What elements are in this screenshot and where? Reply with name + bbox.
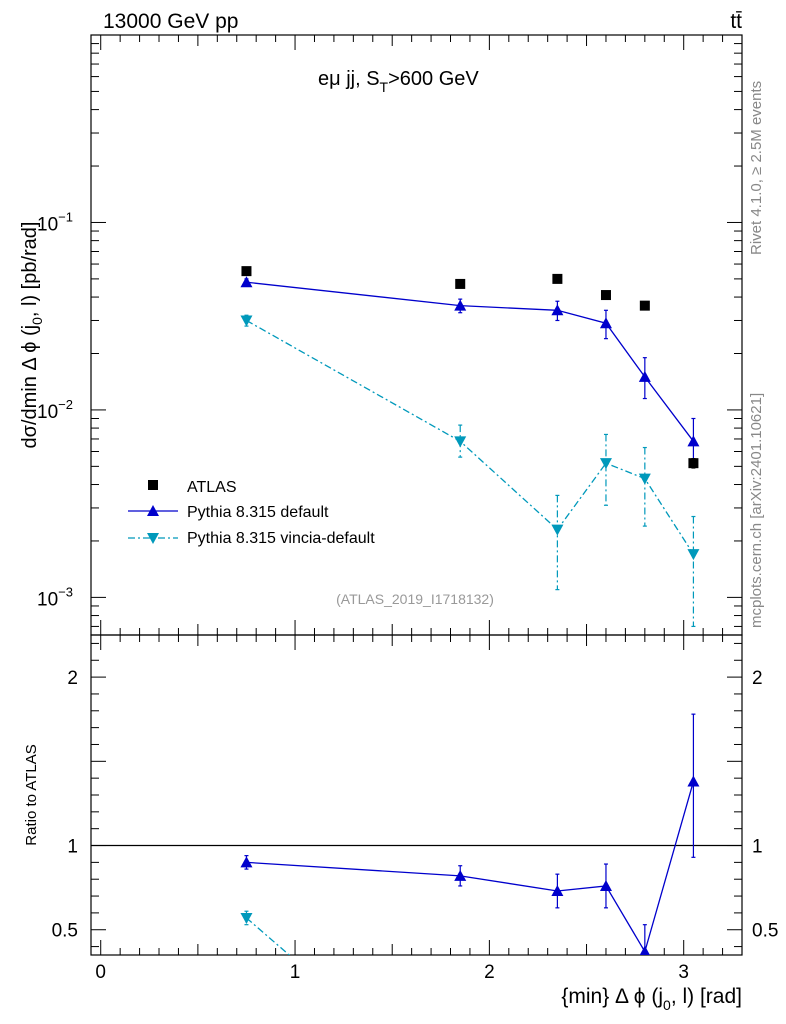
ratio-y-axis-title: Ratio to ATLAS <box>23 744 40 845</box>
ratio-y-tick-label-left: 1 <box>67 837 78 858</box>
main-default-point <box>551 304 564 316</box>
main-vincia-point <box>599 458 612 470</box>
ratio-vincia-line <box>246 917 291 955</box>
main-vincia-point <box>454 436 467 448</box>
main-vincia-point <box>240 315 253 327</box>
main-y-axis-title: dσ/dmin Δ ϕ (j0, l) [pb/rad] <box>19 221 45 448</box>
xlabel-part2: , l) [rad] <box>671 985 742 1008</box>
ratio-default-point <box>639 945 650 955</box>
ratio-y-tick-label-left: 2 <box>67 668 78 689</box>
x-tick-label: 1 <box>290 962 301 983</box>
x-tick-label: 2 <box>484 962 495 983</box>
chart-title-sub: T <box>380 79 389 95</box>
main-series-layer <box>240 266 700 628</box>
ratio-default-point <box>240 856 253 868</box>
main-default-point <box>599 317 612 329</box>
analysis-id-label: (ATLAS_2019_I1718132) <box>336 591 494 607</box>
xlabel-part1: {min} Δ ϕ (j <box>561 985 663 1008</box>
ratio-vincia-point <box>240 912 253 924</box>
main-y-tick-labels: 10−1 10−2 10−3 <box>37 209 73 610</box>
x-tick-label: 3 <box>678 962 689 983</box>
main-data-point <box>600 290 611 301</box>
ratio-y-axis-ticks <box>91 642 742 948</box>
ratio-y-tick-label-left: 0.5 <box>52 921 78 942</box>
ratio-y-tick-labels: 0.5 0.5 1 1 2 2 <box>52 668 779 942</box>
main-data-point <box>552 273 563 284</box>
main-data-point <box>688 458 699 469</box>
process-label: tt̄ <box>730 10 742 33</box>
main-vincia-line <box>246 319 694 555</box>
ratio-plot-frame <box>90 634 743 956</box>
ratio-default-line <box>246 781 695 954</box>
legend-marker-default <box>147 505 159 516</box>
main-vincia-point <box>551 524 564 536</box>
ratio-default-point <box>551 885 564 896</box>
ylabel-part2: , l) [pb/rad] <box>19 221 41 317</box>
main-default-line <box>246 281 694 442</box>
y-tick-label: 10−3 <box>37 584 73 610</box>
ratio-y-tick-label-right: 0.5 <box>752 921 778 942</box>
chart-title: eμ jj, ST>600 GeV <box>318 68 479 95</box>
ratio-default-point <box>687 775 700 787</box>
main-data-point <box>241 266 252 277</box>
main-default-point <box>638 370 651 382</box>
rivet-version-label: Rivet 4.1.0, ≥ 2.5M events <box>748 81 765 255</box>
ylabel-part1: dσ/dmin Δ ϕ (j <box>19 325 41 449</box>
x-axis-title: {min} Δ ϕ (j0, l) [rad] <box>561 985 742 1013</box>
legend-marker-vincia <box>147 533 159 544</box>
ratio-default-point <box>454 869 467 881</box>
legend: ATLAS Pythia 8.315 default Pythia 8.315 … <box>128 479 375 547</box>
ratio-x-axis-ticks <box>100 635 724 955</box>
legend-marker-atlas <box>148 480 158 490</box>
ratio-default-point <box>599 879 612 891</box>
chart-title-prefix: eμ jj, S <box>318 68 380 90</box>
main-default-point <box>240 276 253 288</box>
main-vincia-point <box>687 549 700 561</box>
y-tick-label: 10−2 <box>37 397 73 423</box>
ylabel-sub: 0 <box>29 317 45 325</box>
main-default-point <box>687 435 700 447</box>
main-x-axis-ticks <box>100 35 724 635</box>
main-vincia-point <box>638 473 651 485</box>
ratio-series-layer <box>91 713 742 955</box>
legend-label-default: Pythia 8.315 default <box>187 504 329 521</box>
y-tick-label: 10−1 <box>37 209 73 235</box>
main-data-point <box>455 278 466 289</box>
ratio-y-tick-label-right: 2 <box>752 668 763 689</box>
chart-title-suffix: >600 GeV <box>388 68 479 90</box>
ratio-x-tick-labels: 0 1 2 3 <box>95 962 689 983</box>
xlabel-sub: 0 <box>663 997 671 1013</box>
source-label: mcplots.cern.ch [arXiv:2401.10621] <box>748 393 765 628</box>
main-data-point <box>639 300 650 311</box>
ratio-y-tick-label-right: 1 <box>752 837 763 858</box>
x-tick-label: 0 <box>95 962 106 983</box>
legend-label-vincia: Pythia 8.315 vincia-default <box>187 530 375 547</box>
legend-label-atlas: ATLAS <box>187 479 237 496</box>
main-default-point <box>454 299 467 311</box>
main-y-axis-ticks <box>91 34 742 627</box>
energy-label: 13000 GeV pp <box>103 10 238 33</box>
